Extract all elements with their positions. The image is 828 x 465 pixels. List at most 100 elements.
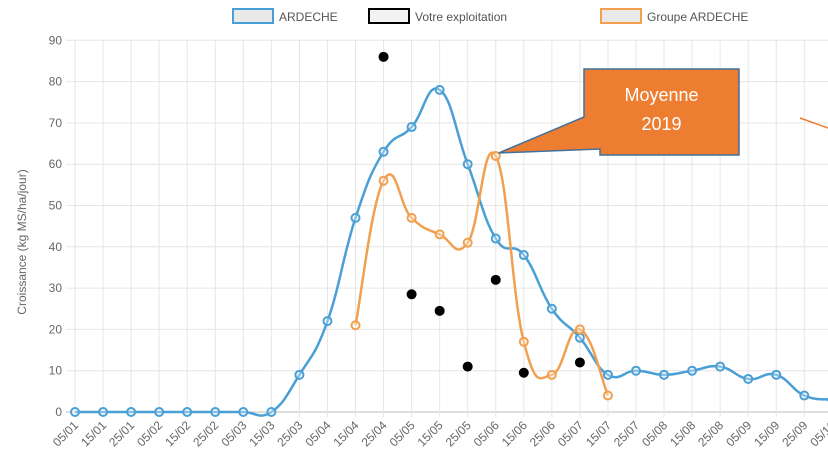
data-point <box>434 84 445 95</box>
x-tick-label: 15/06 <box>499 418 530 449</box>
y-tick-label: 60 <box>49 157 63 171</box>
x-tick-label: 15/09 <box>751 418 782 449</box>
legend-label: Votre exploitation <box>415 10 507 24</box>
series <box>70 51 828 417</box>
x-tick-label: 05/02 <box>134 418 165 449</box>
data-point <box>322 316 333 327</box>
data-point <box>154 407 165 417</box>
series-0 <box>70 84 828 417</box>
x-tick-label: 25/07 <box>611 418 642 449</box>
y-tick-label: 90 <box>49 33 63 47</box>
x-tick-label: 05/08 <box>639 418 670 449</box>
series-2 <box>350 150 613 401</box>
callout-shape <box>498 68 828 156</box>
x-tick-label: 05/06 <box>471 418 502 449</box>
x-tick-label: 25/09 <box>779 418 810 449</box>
data-point <box>378 146 389 157</box>
data-point <box>715 361 726 372</box>
x-tick-label: 15/07 <box>583 418 614 449</box>
data-point <box>574 332 585 343</box>
data-point <box>406 289 417 300</box>
data-point <box>518 250 529 261</box>
data-point <box>294 369 305 380</box>
x-tick-label: 05/10 <box>807 418 828 449</box>
data-point <box>490 150 501 161</box>
legend-swatch <box>368 8 410 24</box>
data-point <box>210 407 221 417</box>
x-tick-label: 05/03 <box>218 418 249 449</box>
y-tick-label: 10 <box>49 364 63 378</box>
y-axis-label: Croissance (kg MS/ha/jour) <box>15 169 29 314</box>
data-point <box>546 369 557 380</box>
x-tick-label: 05/04 <box>302 418 333 449</box>
legend-label: ARDECHE <box>279 10 338 24</box>
data-point <box>406 212 417 223</box>
data-point <box>490 233 501 244</box>
data-point <box>799 390 810 401</box>
x-tick-label: 15/04 <box>330 418 361 449</box>
x-tick-label: 05/01 <box>50 418 81 449</box>
x-tick-label: 25/03 <box>274 418 305 449</box>
x-tick-label: 25/02 <box>190 418 221 449</box>
x-tick-label: 15/05 <box>415 418 446 449</box>
x-tick-label: 05/09 <box>723 418 754 449</box>
data-point <box>659 369 670 380</box>
data-point <box>70 407 80 417</box>
data-point <box>743 373 754 384</box>
x-tick-label: 25/04 <box>359 418 390 449</box>
series-line <box>354 151 610 396</box>
legend-label: Groupe ARDECHE <box>647 10 748 24</box>
data-point <box>350 212 361 223</box>
data-point <box>98 407 109 417</box>
series-line <box>75 87 828 417</box>
data-point <box>462 361 473 372</box>
data-point <box>378 51 389 62</box>
x-tick-label: 15/02 <box>162 418 193 449</box>
data-point <box>378 175 389 186</box>
data-point <box>518 336 529 347</box>
y-tick-label: 50 <box>49 199 63 213</box>
data-point <box>574 357 585 368</box>
callout-box <box>498 68 740 156</box>
data-point <box>462 159 473 170</box>
data-point <box>182 407 193 417</box>
x-tick-label: 15/08 <box>667 418 698 449</box>
x-tick-label: 05/05 <box>387 418 418 449</box>
gridlines <box>66 39 828 417</box>
data-point <box>574 324 585 335</box>
data-point <box>602 369 613 380</box>
data-point <box>631 365 641 376</box>
y-tick-label: 70 <box>49 116 63 130</box>
data-point <box>434 305 445 316</box>
x-tick-label: 25/06 <box>527 418 558 449</box>
data-point <box>434 229 445 240</box>
data-point <box>490 274 501 285</box>
data-point <box>126 407 137 417</box>
series-1 <box>378 51 585 378</box>
data-point <box>771 369 782 380</box>
x-tick-label: 15/01 <box>78 418 109 449</box>
x-tick-label: 25/05 <box>443 418 474 449</box>
legend[interactable]: ARDECHE Votre exploitation Groupe ARDECHE <box>232 8 748 24</box>
x-tick-label: 05/07 <box>555 418 586 449</box>
y-tick-label: 0 <box>55 405 62 419</box>
callout-connector <box>799 117 828 129</box>
data-point <box>350 320 361 331</box>
data-point <box>687 365 698 376</box>
data-point <box>546 303 557 314</box>
y-tick-label: 40 <box>49 240 63 254</box>
y-tick-label: 80 <box>49 75 63 89</box>
x-tick-label: 25/01 <box>106 418 137 449</box>
legend-swatch <box>232 8 274 24</box>
data-point <box>238 407 249 417</box>
legend-swatch <box>600 8 642 24</box>
y-tick-label: 30 <box>49 281 63 295</box>
data-point <box>266 407 277 417</box>
data-point <box>462 237 473 248</box>
data-point <box>406 122 417 133</box>
x-tick-label: 25/08 <box>695 418 726 449</box>
y-tick-label: 20 <box>49 322 63 336</box>
data-point <box>518 367 529 378</box>
